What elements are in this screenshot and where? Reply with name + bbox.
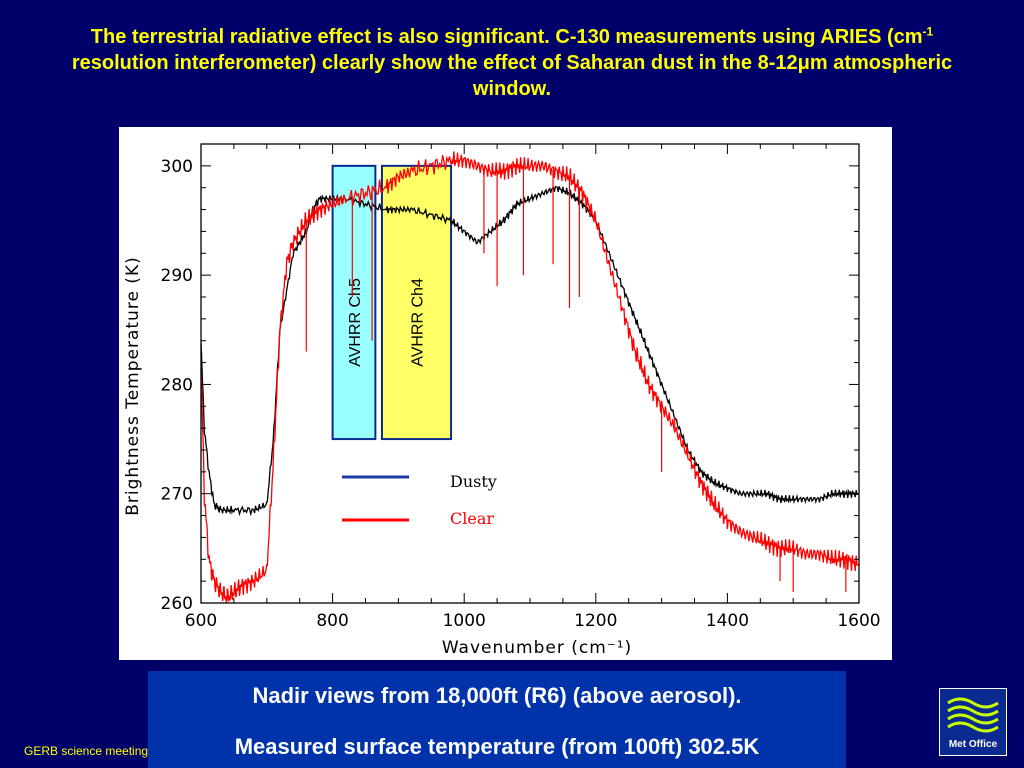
met-office-logo: Met Office: [939, 688, 1007, 756]
chart-panel: AVHRR Ch5 AVHRR Ch4 600 800 1000 1200 1400 160…: [119, 127, 892, 660]
caption-box: Nadir views from 18,000ft (R6) (above ae…: [148, 671, 846, 768]
title-text-3: m atmospheric window.: [472, 52, 953, 100]
y-tick-label: 270: [161, 485, 193, 505]
brightness-temperature-chart: AVHRR Ch5 AVHRR Ch4 600 800 1000 1200 1400 160…: [123, 143, 881, 658]
band-ch5: [331, 164, 377, 441]
wave-logo-icon: [947, 697, 999, 733]
x-tick-label: 600: [185, 611, 217, 631]
y-tick-label: 300: [161, 157, 193, 177]
y-axis-label: Brightness Temperature (K): [123, 256, 143, 515]
y-tick-label: 280: [161, 375, 193, 395]
band-ch4: [380, 164, 453, 441]
logo-text: Met Office: [948, 739, 998, 750]
y-tick-label: 260: [161, 594, 193, 614]
x-tick-label: 1400: [706, 611, 749, 631]
x-tick-label: 1000: [443, 611, 486, 631]
caption-line-2: Measured surface temperature (from 100ft…: [234, 734, 760, 759]
clear-series-line: [200, 151, 860, 604]
x-tick-label: 1200: [574, 611, 617, 631]
band-label-ch4: AVHRR Ch4: [409, 278, 426, 367]
dusty-series-line: [200, 185, 860, 517]
footer-text: GERB science meeting: [24, 744, 148, 758]
caption-line-1: Nadir views from 18,000ft (R6) (above ae…: [252, 683, 742, 708]
x-tick-label: 800: [316, 611, 348, 631]
x-axis-label: Wavenumber (cm⁻¹): [442, 638, 632, 658]
title-text-1: The terrestrial radiative effect is also…: [90, 26, 923, 48]
legend-dusty-label: Dusty: [450, 472, 497, 491]
title-text-2: resolution interferometer) clearly show …: [71, 52, 798, 74]
band-label-ch5: AVHRR Ch5: [347, 278, 364, 367]
title-mu-symbol: μ: [797, 52, 810, 74]
plot-frame: [200, 143, 860, 604]
y-tick-label: 290: [161, 266, 193, 286]
slide-title: The terrestrial radiative effect is also…: [40, 24, 984, 102]
x-tick-label: 1600: [837, 611, 880, 631]
title-superscript: -1: [922, 24, 934, 39]
legend-clear-label: Clear: [450, 509, 494, 528]
